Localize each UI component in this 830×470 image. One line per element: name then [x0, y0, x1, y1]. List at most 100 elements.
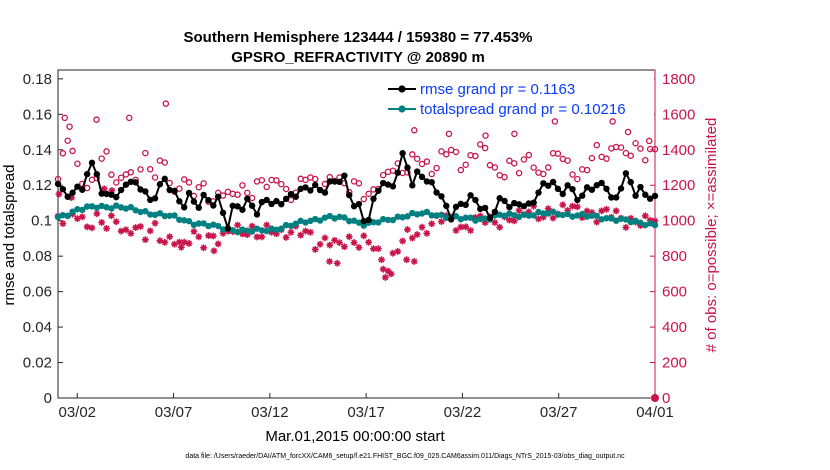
rmse-point — [520, 202, 528, 210]
rmse-point — [617, 185, 625, 192]
rmse-point — [540, 180, 547, 187]
obs-assimilated-point — [598, 207, 606, 215]
rmse-point — [273, 197, 280, 205]
totalspread-point — [627, 218, 634, 226]
obs-possible-point — [321, 180, 329, 188]
obs-possible-point — [642, 156, 649, 164]
obs-possible-point — [445, 130, 453, 138]
obs-assimilated-point — [326, 258, 333, 265]
totalspread-point — [93, 204, 101, 211]
totalspread-point — [622, 216, 630, 223]
y2-tick-label: 1400 — [662, 142, 695, 159]
totalspread-point — [307, 217, 314, 225]
obs-possible-point — [423, 158, 431, 165]
rmse-point — [321, 189, 329, 196]
obs-possible-point — [176, 185, 183, 192]
rmse-point — [496, 195, 503, 202]
obs-possible-point — [411, 127, 418, 134]
obs-assimilated-point — [151, 219, 159, 227]
obs-assimilated-point — [200, 244, 208, 252]
totalspread-point — [637, 219, 644, 226]
rmse-point — [229, 202, 236, 209]
rmse-point — [467, 192, 474, 199]
obs-assimilated-point — [107, 212, 115, 220]
obs-possible-point — [491, 164, 499, 171]
obs-assimilated-point — [180, 238, 188, 246]
rmse-point — [438, 193, 445, 200]
totalspread-point — [404, 213, 411, 220]
totalspread-point — [248, 228, 256, 235]
rmse-point — [195, 204, 202, 211]
totalspread-point — [54, 213, 62, 221]
obs-possible-point — [278, 180, 285, 188]
rmse-point — [147, 196, 154, 204]
rmse-point — [205, 197, 212, 204]
x-tick-label: 03/22 — [444, 404, 482, 421]
obs-possible-point — [609, 118, 616, 125]
rmse-point — [156, 181, 164, 188]
totalspread-point — [501, 212, 508, 220]
totalspread-point — [166, 212, 173, 219]
obs-assimilated-point — [59, 220, 67, 228]
totalspread-point — [593, 212, 600, 220]
obs-assimilated-point — [239, 230, 246, 238]
obs-possible-point — [360, 195, 368, 203]
rmse-point — [297, 185, 304, 193]
obs-assimilated-point — [535, 215, 542, 223]
chart-title-line2: GPSRO_REFRACTIVITY @ 20890 m — [231, 49, 485, 66]
y-axis-label: rmse and totalspread — [1, 165, 18, 306]
obs-possible-point — [428, 170, 435, 178]
totalspread-point — [569, 213, 576, 220]
rmse-point — [394, 169, 401, 176]
rmse-point — [161, 175, 168, 183]
totalspread-point — [520, 211, 528, 218]
obs-assimilated-point — [510, 217, 518, 225]
obs-assimilated-point — [365, 238, 373, 246]
obs-assimilated-point — [326, 241, 334, 249]
rmse-point — [433, 189, 440, 196]
totalspread-point — [268, 225, 275, 232]
totalspread-point — [88, 203, 96, 210]
rmse-point — [59, 185, 67, 193]
obs-possible-point — [482, 132, 489, 139]
totalspread-point — [642, 221, 649, 229]
totalspread-point — [278, 225, 285, 232]
y2-tick-label: 1000 — [662, 213, 695, 230]
obs-possible-point — [282, 185, 290, 193]
totalspread-point — [161, 212, 168, 220]
totalspread-point — [326, 212, 334, 220]
obs-assimilated-point — [399, 237, 407, 245]
obs-assimilated-point — [569, 202, 576, 210]
rmse-point — [93, 171, 101, 178]
totalspread-point — [443, 214, 450, 222]
totalspread-point — [336, 213, 343, 221]
obs-possible-point — [98, 155, 105, 162]
totalspread-point — [132, 207, 139, 214]
obs-assimilated-point — [491, 219, 499, 226]
rmse-point — [64, 193, 71, 200]
rmse-point — [525, 200, 533, 207]
totalspread-point — [651, 221, 659, 229]
obs-assimilated-point — [651, 217, 659, 225]
obs-possible-point — [574, 175, 581, 183]
obs-possible-point — [311, 175, 319, 183]
rmse-point — [632, 192, 639, 199]
obs-possible-point — [530, 164, 537, 171]
obs-assimilated-point — [381, 274, 389, 281]
rmse-point — [642, 191, 649, 198]
y2-tick-label: 200 — [662, 355, 687, 372]
totalspread-point — [74, 206, 81, 213]
obs-possible-point — [162, 100, 170, 107]
obs-assimilated-point — [219, 229, 227, 237]
totalspread-point — [127, 203, 135, 211]
y-tick-label: 0.02 — [23, 355, 52, 372]
obs-possible-point — [452, 148, 460, 156]
obs-possible-point — [302, 176, 309, 184]
rmse-point — [316, 186, 324, 194]
obs-assimilated-point — [141, 236, 149, 244]
obs-assimilated-point — [403, 256, 410, 264]
totalspread-point — [350, 217, 358, 224]
obs-assimilated-point — [74, 215, 81, 222]
rmse-point — [244, 195, 251, 202]
obs-assimilated-point — [210, 247, 218, 255]
